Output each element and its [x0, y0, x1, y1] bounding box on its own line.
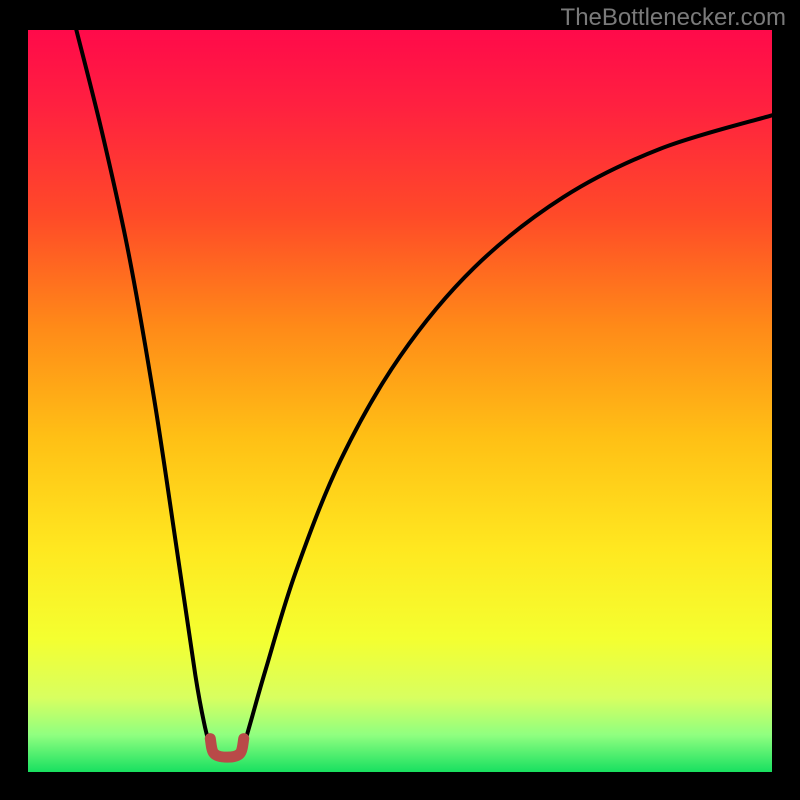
watermark-text: TheBottlenecker.com	[561, 4, 786, 32]
bottleneck-curve-right	[244, 115, 772, 746]
chart-canvas: TheBottlenecker.com	[0, 0, 800, 800]
curve-layer	[28, 30, 772, 772]
bottleneck-curve-left	[76, 30, 210, 746]
plot-area	[28, 30, 772, 772]
dip-marker	[210, 739, 243, 758]
